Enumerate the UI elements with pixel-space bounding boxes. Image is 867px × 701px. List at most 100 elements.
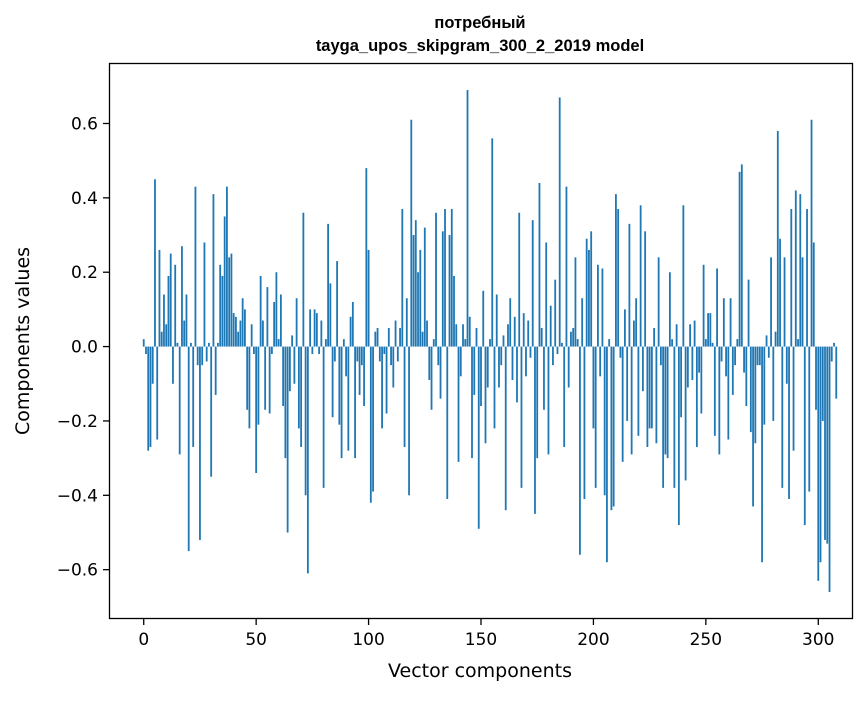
bar-183 <box>554 279 557 347</box>
x-tick-label: 150 <box>465 630 497 650</box>
bar-49 <box>253 346 255 355</box>
bar-152 <box>484 346 487 444</box>
bar-201 <box>594 346 597 488</box>
chart-title-line-1: потребный <box>434 14 525 32</box>
bar-0 <box>142 339 145 347</box>
bar-112 <box>394 320 397 347</box>
bar-236 <box>673 346 676 488</box>
bar-299 <box>815 346 817 410</box>
bar-72 <box>304 346 307 496</box>
bar-10 <box>165 324 168 347</box>
bar-194 <box>579 346 581 555</box>
bar-131 <box>437 346 440 366</box>
bar-89 <box>342 339 345 347</box>
bar-43 <box>239 320 242 347</box>
bar-54 <box>264 346 267 410</box>
bar-220 <box>637 346 640 436</box>
bar-93 <box>351 301 354 347</box>
bar-8 <box>160 331 163 347</box>
bar-84 <box>331 346 334 418</box>
bar-257 <box>720 346 723 362</box>
bar-204 <box>601 268 604 347</box>
bar-18 <box>183 320 186 347</box>
bar-105 <box>378 346 381 362</box>
bar-55 <box>266 287 269 347</box>
bar-302 <box>821 346 824 421</box>
bar-42 <box>237 331 240 347</box>
bar-196 <box>583 346 586 500</box>
bar-205 <box>603 346 606 496</box>
bar-140 <box>457 346 460 462</box>
bar-274 <box>758 346 761 366</box>
bar-278 <box>767 346 770 358</box>
y-tick-label: 0.0 <box>71 338 98 358</box>
bar-308 <box>835 346 838 399</box>
bar-33 <box>217 342 219 347</box>
bar-15 <box>176 342 179 347</box>
bar-177 <box>540 327 543 347</box>
bar-224 <box>646 346 649 447</box>
bar-95 <box>356 346 359 362</box>
bar-168 <box>520 346 523 488</box>
x-tick-label: 200 <box>577 630 609 650</box>
bar-118 <box>408 346 410 496</box>
bar-273 <box>756 346 759 366</box>
bar-138 <box>453 275 455 347</box>
bar-101 <box>369 346 372 503</box>
bar-263 <box>734 346 736 366</box>
bar-141 <box>459 346 462 377</box>
bar-252 <box>709 313 712 347</box>
bar-298 <box>812 242 815 347</box>
bar-240 <box>682 205 685 347</box>
bar-233 <box>666 346 669 459</box>
bar-119 <box>410 119 413 347</box>
bar-184 <box>556 346 559 355</box>
bar-307 <box>833 342 835 347</box>
bar-154 <box>489 339 491 347</box>
bar-232 <box>664 346 667 455</box>
bar-162 <box>507 324 509 347</box>
bar-85 <box>333 346 336 362</box>
bar-107 <box>383 346 386 355</box>
bar-40 <box>232 313 235 347</box>
bar-20 <box>187 346 190 552</box>
bar-268 <box>745 346 748 407</box>
bar-114 <box>399 327 401 347</box>
bar-64 <box>286 346 289 533</box>
bar-127 <box>428 346 431 381</box>
bar-143 <box>464 339 467 347</box>
bar-195 <box>581 298 584 347</box>
bar-139 <box>455 324 458 347</box>
bar-231 <box>662 346 665 488</box>
bar-179 <box>545 242 548 347</box>
bar-133 <box>441 231 444 347</box>
bar-265 <box>738 171 741 347</box>
bar-145 <box>468 316 471 347</box>
bar-62 <box>282 346 285 407</box>
bar-65 <box>288 346 291 392</box>
bar-39 <box>230 253 233 347</box>
bar-289 <box>792 346 795 451</box>
bar-187 <box>563 346 566 447</box>
bar-282 <box>776 130 779 347</box>
bar-186 <box>561 342 563 347</box>
bar-147 <box>473 346 476 395</box>
bar-221 <box>639 205 642 347</box>
bar-80 <box>322 346 325 488</box>
bar-188 <box>565 186 568 347</box>
bar-148 <box>475 327 478 347</box>
bar-305 <box>828 346 831 592</box>
bar-129 <box>432 339 435 347</box>
bar-146 <box>471 346 473 459</box>
bar-169 <box>522 313 525 347</box>
bar-244 <box>691 346 694 381</box>
bar-123 <box>419 249 422 347</box>
bar-280 <box>772 346 775 421</box>
bar-100 <box>367 249 370 347</box>
bar-22 <box>192 346 195 447</box>
bar-98 <box>363 346 365 407</box>
bar-81 <box>324 339 327 347</box>
bar-4 <box>151 346 154 384</box>
bar-300 <box>817 346 820 581</box>
